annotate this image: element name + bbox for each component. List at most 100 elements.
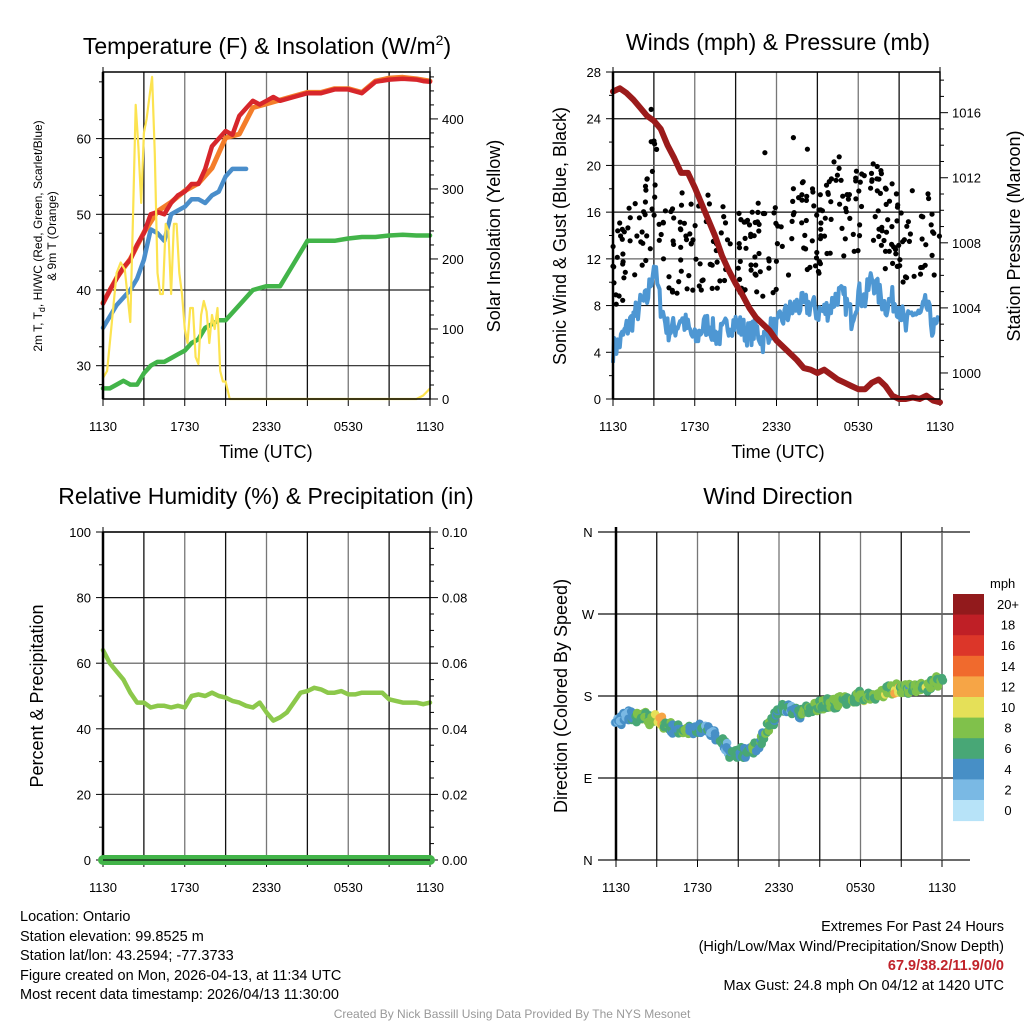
gust-point (674, 290, 680, 296)
gust-point (737, 258, 743, 264)
temperature-ylabel: 2m T, Td, HI/WC (Red, Green, Scarlet/Blu… (31, 120, 59, 351)
gust-point (770, 290, 776, 296)
colorbar-label: 8 (1004, 721, 1011, 736)
gust-point (836, 154, 842, 160)
series-wind-direction-points (610, 672, 948, 762)
x-tick-label: 1130 (416, 880, 444, 895)
colorbar-swatch (953, 614, 984, 636)
y-tick-label: 40 (77, 722, 91, 737)
location-text: Location: Ontario (20, 909, 131, 925)
gust-point (774, 241, 781, 247)
gust-point-max (648, 106, 654, 112)
gust-point (856, 233, 863, 239)
gust-point (813, 255, 820, 261)
gust-point (617, 220, 623, 226)
gust-point (714, 259, 720, 265)
x-tick-label: 1130 (599, 419, 627, 434)
gust-point (801, 245, 807, 251)
gust-point (717, 278, 723, 284)
gust-point (687, 231, 693, 237)
recent-data-text: Most recent data timestamp: 2026/04/13 1… (20, 987, 339, 1003)
gust-point (804, 193, 810, 199)
gust-point (766, 265, 772, 271)
y-tick-label: 40 (77, 283, 91, 298)
gust-point (748, 262, 754, 268)
gust-point (718, 230, 724, 236)
gust-point (671, 215, 677, 221)
gust-point (656, 221, 662, 227)
y2-tick-label: 400 (442, 112, 464, 127)
gust-point (658, 231, 664, 238)
colorbar-label: 20+ (997, 597, 1019, 612)
colorbar-label: 0 (1004, 803, 1011, 818)
gust-point (632, 272, 638, 278)
gust-point (660, 219, 666, 225)
gust-point (917, 271, 924, 277)
gust-point (926, 195, 932, 202)
gust-point (931, 272, 937, 278)
gust-point (626, 205, 632, 211)
gust-point (894, 218, 900, 224)
y-tick-label: 80 (77, 591, 91, 606)
y2-tick-label: 1016 (952, 106, 981, 121)
colorbar-label: 14 (1001, 659, 1015, 674)
gust-point (858, 203, 865, 210)
gust-point (818, 233, 824, 239)
gust-point (834, 172, 841, 178)
gust-point (816, 207, 822, 213)
x-tick-label: 1130 (928, 880, 956, 895)
extremes-title: Extremes For Past 24 Hours (821, 919, 1004, 935)
gust-point (615, 228, 621, 234)
gust-point (736, 210, 742, 216)
gust-point (853, 175, 859, 181)
colorbar-label: 2 (1004, 782, 1011, 797)
gust-point (918, 213, 925, 219)
gust-point (613, 301, 619, 307)
gust-point (654, 146, 660, 152)
y2-tick-label: 1012 (952, 171, 981, 186)
gust-point (622, 269, 628, 275)
y-tick-label: 0 (84, 853, 91, 868)
colorbar-swatch (953, 635, 984, 657)
y-tick-label: 4 (594, 345, 601, 360)
gust-point (791, 210, 797, 216)
gust-point (755, 209, 761, 215)
gust-point (840, 193, 846, 199)
gust-point (853, 168, 860, 174)
humidity-ylabel: Percent & Precipitation (27, 604, 47, 787)
y2-tick-label: 0.00 (442, 853, 467, 868)
gust-point (900, 279, 906, 285)
gust-point (856, 188, 862, 194)
gust-point (643, 257, 649, 264)
gust-point (925, 191, 931, 197)
gust-point (669, 289, 676, 295)
gust-point (678, 202, 685, 208)
gust-point (760, 293, 766, 299)
gust-point (881, 237, 887, 244)
y-tick-label: 16 (587, 205, 601, 220)
gust-point (876, 233, 882, 240)
gust-point (772, 205, 778, 211)
gust-point (897, 263, 903, 269)
gust-point (684, 286, 690, 292)
y-tick-label: 60 (77, 132, 91, 147)
gust-point (735, 265, 741, 271)
gust-point (644, 233, 650, 239)
gust-point (857, 179, 863, 185)
gust-point (681, 220, 688, 226)
gust-point (817, 261, 824, 267)
gust-point (831, 159, 837, 165)
x-tick-label: 2330 (765, 880, 794, 895)
colorbar-label: 12 (1001, 679, 1015, 694)
y2-tick-label: 0.08 (442, 591, 467, 606)
y-tick-label: N (583, 853, 592, 868)
gust-point (827, 250, 833, 256)
gust-point (753, 262, 759, 268)
gust-point (905, 219, 912, 225)
gust-point (636, 215, 643, 221)
gust-point (676, 279, 682, 285)
gust-point (652, 194, 658, 200)
gust-point (616, 293, 622, 299)
gust-point (752, 271, 758, 277)
y-tick-label: 100 (69, 525, 91, 540)
